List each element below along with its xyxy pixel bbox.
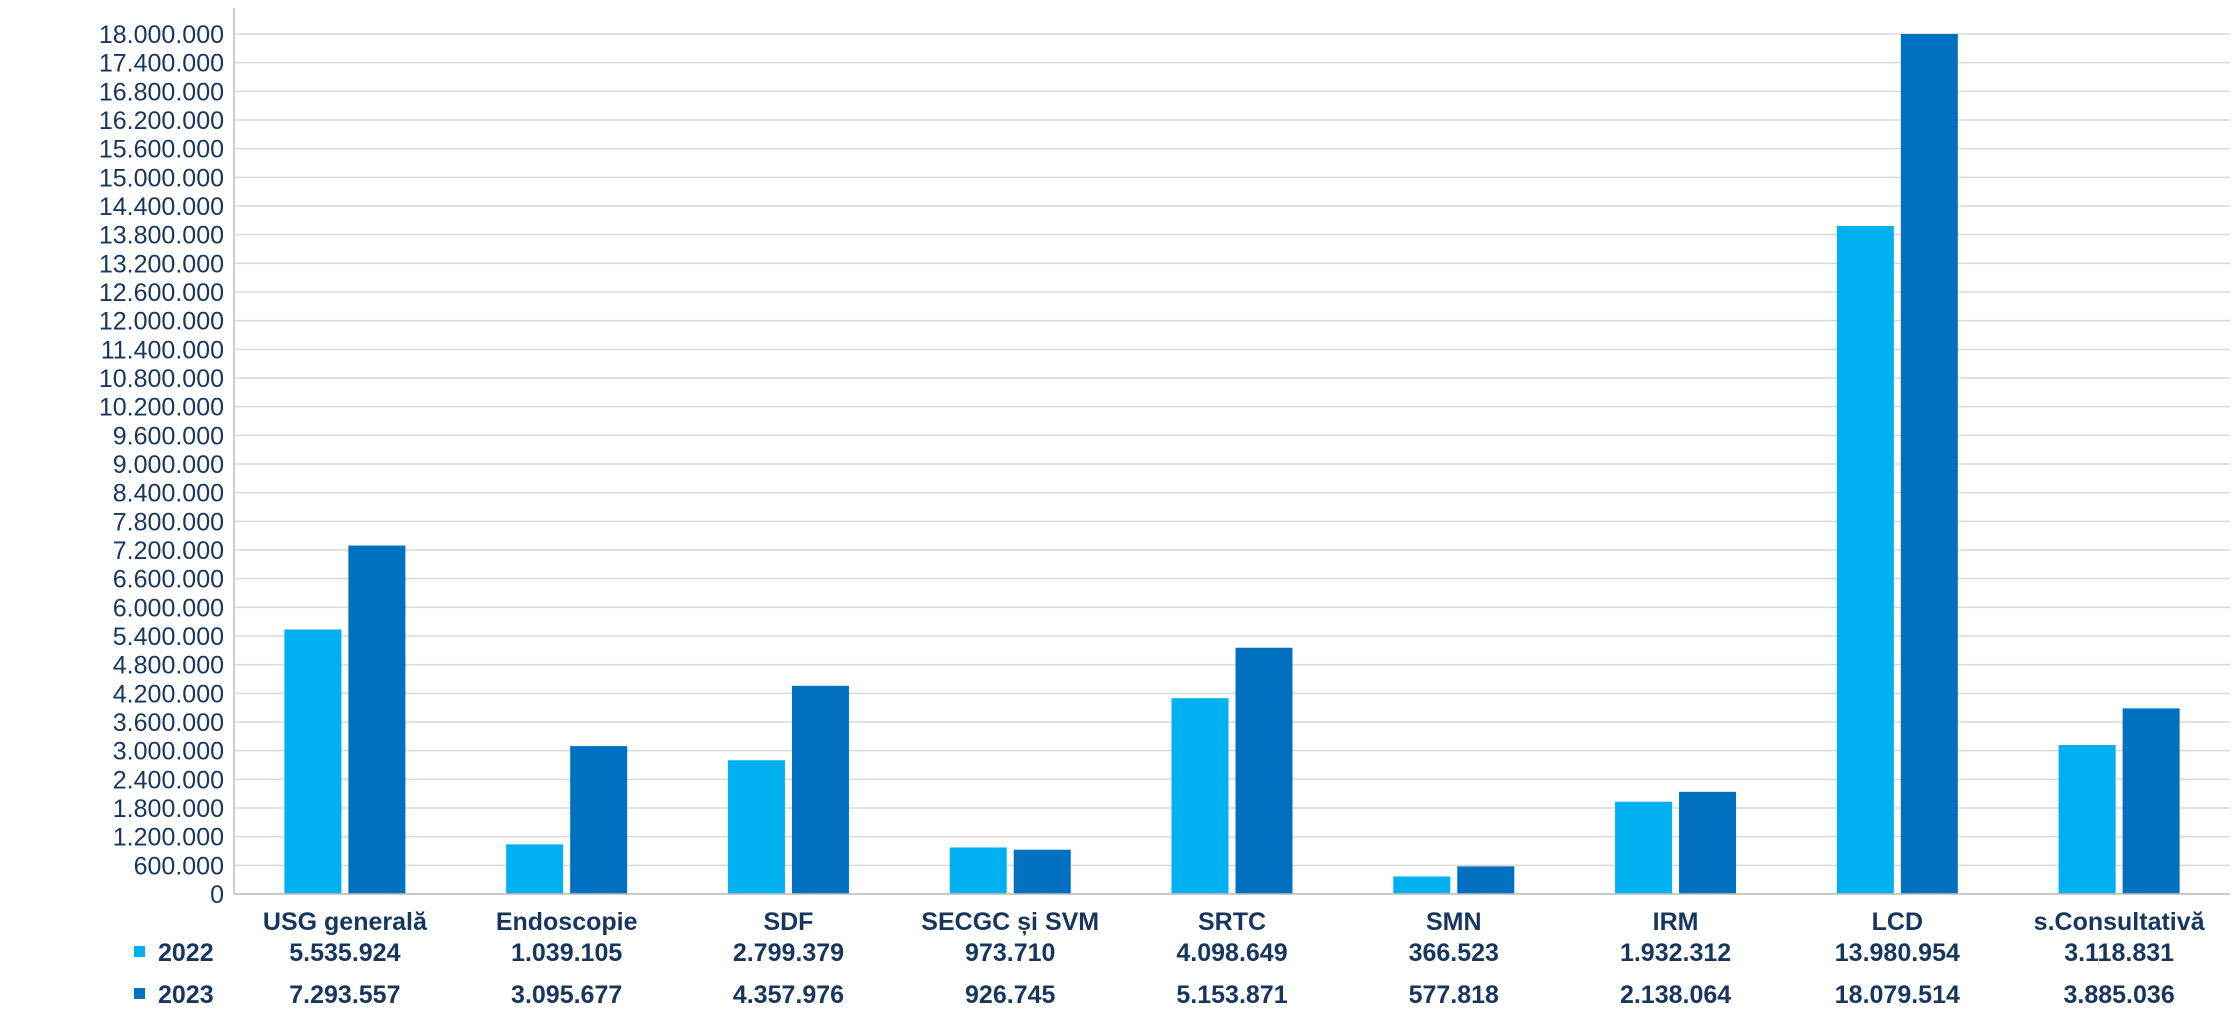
x-category-label: SDF <box>763 908 813 936</box>
y-tick-label: 7.800.000 <box>113 508 224 536</box>
y-tick-label: 1.200.000 <box>113 824 224 852</box>
legend-swatch-2023 <box>134 988 145 999</box>
y-tick-label: 17.400.000 <box>99 50 224 78</box>
data-label-2023: 3.885.036 <box>2064 981 2175 1009</box>
x-axis: USG generală Endoscopie SDF SECGC și SVM SRT… <box>234 893 2230 936</box>
y-tick-label: 16.200.000 <box>99 107 224 135</box>
bar-2023 <box>1900 34 1958 894</box>
x-category-label: SRTC <box>1198 908 1266 936</box>
bar-2023 <box>1235 647 1293 894</box>
data-label-2022: 3.118.831 <box>2064 939 2174 967</box>
y-tick-label: 5.400.000 <box>113 623 224 651</box>
data-label-2022: 1.932.312 <box>1620 939 1731 967</box>
y-tick-label: 13.200.000 <box>99 250 224 278</box>
bar-2022 <box>1615 801 1673 894</box>
y-tick-label: 10.800.000 <box>99 365 224 393</box>
y-tick-label: 7.200.000 <box>113 537 224 565</box>
bar-2022 <box>284 629 342 894</box>
x-category-label: SECGC și SVM <box>921 908 1099 936</box>
y-tick-label: 14.400.000 <box>99 193 224 221</box>
bar-2022 <box>2058 744 2116 894</box>
y-tick-label: 6.000.000 <box>113 594 224 622</box>
data-label-2022: 13.980.954 <box>1835 939 1960 967</box>
y-tick-label: 2.400.000 <box>113 766 224 794</box>
y-tick-label: 3.000.000 <box>113 738 224 766</box>
data-label-2023: 577.818 <box>1409 981 1499 1009</box>
y-tick-label: 15.600.000 <box>99 136 224 164</box>
data-label-2022: 973.710 <box>965 939 1055 967</box>
bar-2023 <box>791 685 849 894</box>
x-category-label: SMN <box>1426 908 1482 936</box>
y-tick-label: 12.000.000 <box>99 308 224 336</box>
y-tick-label: 4.200.000 <box>113 680 224 708</box>
data-label-2023: 926.745 <box>965 981 1055 1009</box>
legend-label-2023: 2023 <box>158 981 214 1009</box>
bar-2023 <box>1679 791 1737 894</box>
data-label-2022: 1.039.105 <box>511 939 622 967</box>
data-table: 2022 5.535.924 1.039.105 2.799.379 973.710 4.… <box>134 939 2175 1009</box>
legend-label-2022: 2022 <box>158 939 214 967</box>
y-tick-label: 10.200.000 <box>99 394 224 422</box>
bar-2023 <box>1457 866 1515 894</box>
bar-2022 <box>949 847 1007 894</box>
data-label-2023: 2.138.064 <box>1620 981 1731 1009</box>
bar-2022 <box>1393 876 1451 894</box>
y-tick-label: 18.000.000 <box>99 21 224 49</box>
y-tick-label: 15.000.000 <box>99 164 224 192</box>
x-category-label: s.Consultativă <box>2034 908 2206 936</box>
data-label-2023: 7.293.557 <box>289 981 400 1009</box>
bars <box>284 34 2180 894</box>
bar-2022 <box>727 760 785 894</box>
y-axis: 0600.0001.200.0001.800.0002.400.0003.000… <box>99 8 235 909</box>
data-label-2022: 5.535.924 <box>289 939 400 967</box>
bar-2023 <box>348 545 406 894</box>
y-tick-label: 8.400.000 <box>113 480 224 508</box>
x-category-label: LCD <box>1872 908 1923 936</box>
bar-2022 <box>1836 226 1894 894</box>
data-label-2022: 366.523 <box>1409 939 1499 967</box>
x-category-label: USG generală <box>263 908 428 936</box>
bar-2022 <box>1171 698 1229 894</box>
bar-2022 <box>506 844 564 894</box>
y-tick-label: 0 <box>210 881 224 909</box>
gridlines <box>234 33 2230 895</box>
data-label-2022: 4.098.649 <box>1176 939 1287 967</box>
bar-2023 <box>570 746 628 894</box>
bar-2023 <box>2122 708 2180 894</box>
y-tick-label: 9.000.000 <box>113 451 224 479</box>
y-tick-label: 1.800.000 <box>113 795 224 823</box>
data-label-2023: 3.095.677 <box>511 981 622 1009</box>
data-label-2022: 2.799.379 <box>733 939 844 967</box>
y-tick-label: 4.800.000 <box>113 652 224 680</box>
x-category-label: Endoscopie <box>496 908 638 936</box>
y-tick-label: 11.400.000 <box>101 336 224 364</box>
data-label-2023: 18.079.514 <box>1835 981 1960 1009</box>
y-tick-label: 9.600.000 <box>113 422 224 450</box>
y-tick-label: 600.000 <box>134 852 224 880</box>
y-tick-label: 3.600.000 <box>113 709 224 737</box>
legend-swatch-2022 <box>134 946 145 957</box>
x-category-label: IRM <box>1653 908 1699 936</box>
y-tick-label: 13.800.000 <box>99 222 224 250</box>
data-label-2023: 4.357.976 <box>733 981 844 1009</box>
y-tick-label: 16.800.000 <box>99 78 224 106</box>
bar-2023 <box>1013 849 1071 894</box>
y-tick-label: 12.600.000 <box>99 279 224 307</box>
data-label-2023: 5.153.871 <box>1176 981 1287 1009</box>
y-tick-label: 6.600.000 <box>113 566 224 594</box>
